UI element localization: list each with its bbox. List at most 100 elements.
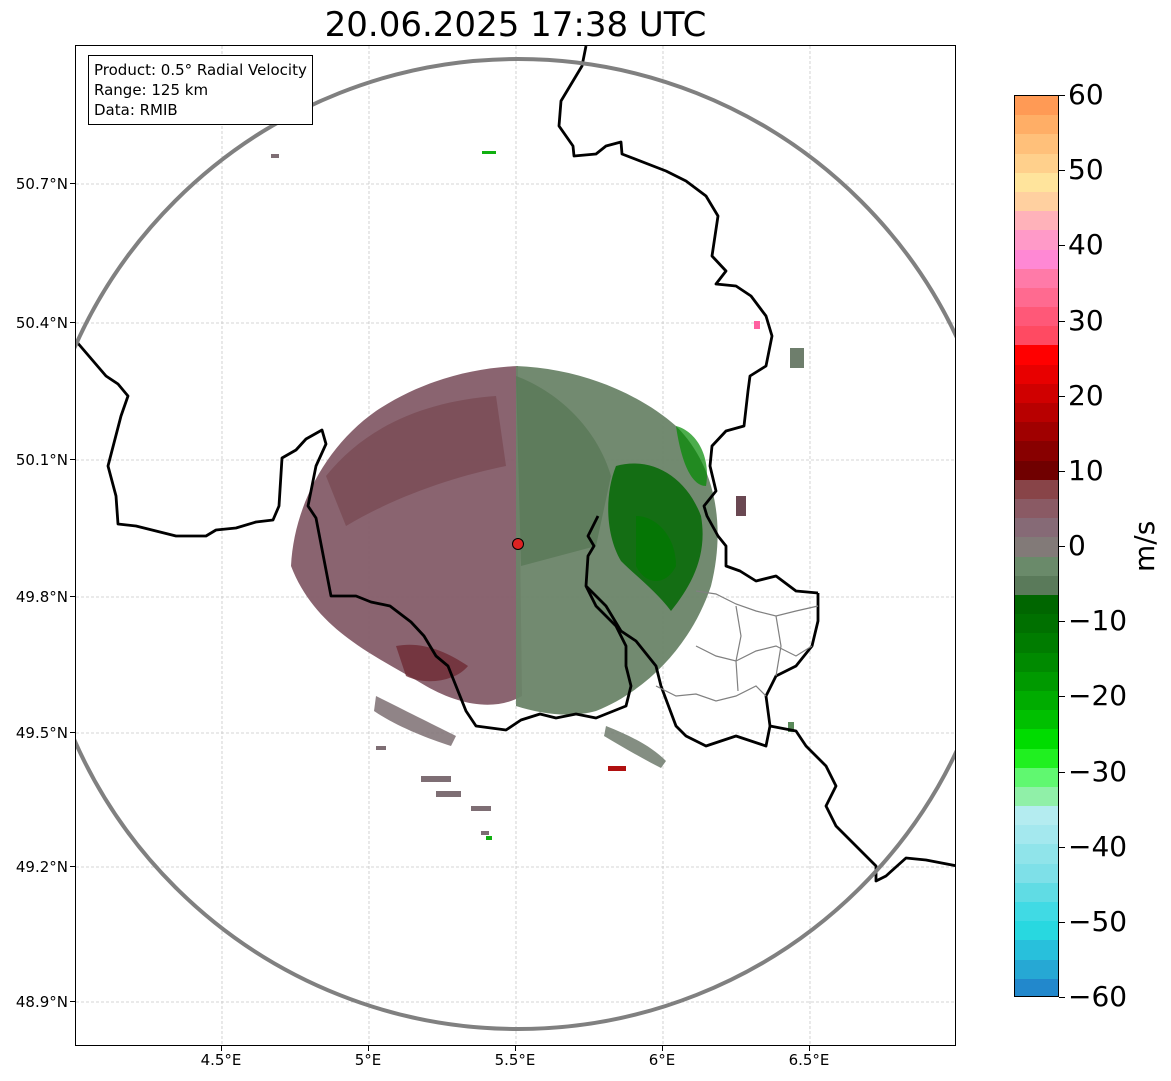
y-tick-label: 50.4°N [15,314,68,332]
y-tick-label: 50.1°N [15,451,68,469]
colorbar-segment [1015,153,1058,174]
border-belgium-lux [76,340,633,732]
colorbar-segment [1015,614,1058,635]
colorbar-tick [1059,546,1065,547]
y-tick-label: 49.8°N [15,588,68,606]
colorbar-tick [1059,696,1065,697]
y-tickmark [70,322,75,323]
colorbar-tick-label: 30 [1068,304,1104,337]
colorbar-tick-label: 50 [1068,153,1104,186]
colorbar-segment [1015,345,1058,366]
x-tickmark [809,1046,810,1051]
y-tickmark [70,866,75,867]
echo-outbound-core [326,396,506,526]
info-range: Range: 125 km [94,81,209,99]
y-tick-label: 48.9°N [15,993,68,1011]
colorbar-segment [1015,748,1058,769]
colorbar-tick [1059,95,1065,96]
colorbar-segment [1015,652,1058,673]
x-tickmark [515,1046,516,1051]
colorbar-tick [1059,922,1065,923]
colorbar-segment [1015,671,1058,692]
colorbar-segment [1015,786,1058,808]
colorbar-segment [1015,287,1058,309]
radar-map[interactable] [75,45,956,1046]
colorbar-unit-wrap: m/s [1128,521,1161,632]
colorbar-tick [1059,170,1065,171]
colorbar-segment [1015,940,1058,961]
colorbar-segment [1015,364,1058,385]
clutter [271,110,804,840]
colorbar-unit: m/s [1128,520,1161,572]
colorbar-segment [1015,268,1058,289]
colorbar-segment [1015,403,1058,424]
colorbar-tick-label: 20 [1068,379,1104,412]
colorbar-tick [1059,621,1065,622]
colorbar-segment [1015,307,1058,328]
colorbar-segment [1015,710,1058,731]
colorbar-segment [1015,499,1058,520]
y-tickmark [70,459,75,460]
colorbar-segment [1015,556,1058,577]
colorbar-segment [1015,863,1058,884]
colorbar-tick-label: −40 [1068,830,1128,863]
colorbar-segment [1015,96,1058,117]
y-tick-label: 50.7°N [15,175,68,193]
range-ring [76,57,955,1031]
colorbar-segment [1015,326,1058,347]
velocity-echoes [271,110,804,840]
x-tick-label: 5°E [354,1051,382,1069]
colorbar-segment [1015,806,1058,827]
admin-borders [655,590,819,702]
echo-strong-inbound-2 [636,516,676,581]
colorbar-tick [1059,321,1065,322]
colorbar-segment [1015,575,1058,596]
colorbar-tick-label: −60 [1068,980,1128,1013]
colorbar-segment [1015,882,1058,904]
x-tickmark [368,1046,369,1051]
info-data-source: Data: RMIB [94,101,178,119]
colorbar-tick-label: 60 [1068,78,1104,111]
colorbar-segment [1015,690,1058,712]
colorbar-tick [1059,997,1065,998]
colorbar-segment [1015,211,1058,232]
colorbar-segment [1015,902,1058,923]
colorbar-segment [1015,230,1058,251]
colorbar-segment [1015,383,1058,405]
colorbar-tick-label: −50 [1068,905,1128,938]
y-tickmark [70,732,75,733]
colorbar-segment [1015,844,1058,865]
x-tick-label: 4.5°E [200,1051,242,1069]
colorbar-segment [1015,978,1058,996]
product-info-box: Product: 0.5° Radial Velocity Range: 125… [88,55,313,125]
echo-south-streaks-2 [604,726,666,768]
colorbar-segment [1015,134,1058,155]
colorbar-segment [1015,537,1058,558]
x-tick-label: 5.5°E [494,1051,536,1069]
echo-south-streaks [374,696,456,746]
y-tick-label: 49.2°N [15,858,68,876]
colorbar-segment [1015,825,1058,846]
colorbar-segment [1015,422,1058,443]
colorbar-segment [1015,729,1058,750]
radar-site-marker[interactable] [512,538,524,550]
plot-title: 20.06.2025 17:38 UTC [324,5,707,45]
x-tickmark [662,1046,663,1051]
colorbar-tick-label: 40 [1068,228,1104,261]
colorbar-tick [1059,772,1065,773]
radar-map-canvas [76,46,955,1045]
colorbar-segment [1015,594,1058,616]
colorbar-segment [1015,249,1058,270]
colorbar-segment [1015,191,1058,213]
info-product: Product: 0.5° Radial Velocity [94,61,307,79]
colorbar-segment [1015,479,1058,501]
colorbar-segment [1015,959,1058,980]
colorbar-segment [1015,172,1058,193]
colorbar-tick [1059,245,1065,246]
x-tick-label: 6°E [648,1051,676,1069]
border-lux-south [585,585,955,883]
echo-strong-inbound-3 [676,426,707,486]
colorbar-segment [1015,767,1058,788]
y-tickmark [70,183,75,184]
echo-inbound-core [516,376,611,566]
